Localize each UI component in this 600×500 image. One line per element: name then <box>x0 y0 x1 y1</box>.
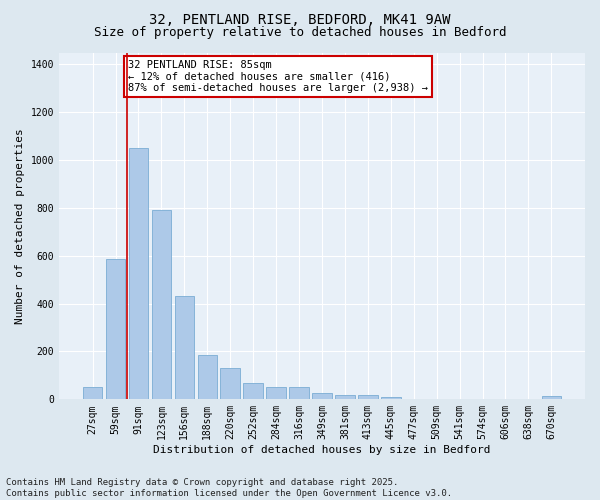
Bar <box>266 388 286 400</box>
X-axis label: Distribution of detached houses by size in Bedford: Distribution of detached houses by size … <box>153 445 491 455</box>
Text: 32, PENTLAND RISE, BEDFORD, MK41 9AW: 32, PENTLAND RISE, BEDFORD, MK41 9AW <box>149 12 451 26</box>
Bar <box>83 388 103 400</box>
Bar <box>197 355 217 400</box>
Text: 32 PENTLAND RISE: 85sqm
← 12% of detached houses are smaller (416)
87% of semi-d: 32 PENTLAND RISE: 85sqm ← 12% of detache… <box>128 60 428 93</box>
Bar <box>152 210 171 400</box>
Bar <box>542 396 561 400</box>
Text: Contains HM Land Registry data © Crown copyright and database right 2025.
Contai: Contains HM Land Registry data © Crown c… <box>6 478 452 498</box>
Bar <box>244 382 263 400</box>
Bar <box>358 395 377 400</box>
Y-axis label: Number of detached properties: Number of detached properties <box>15 128 25 324</box>
Bar <box>335 394 355 400</box>
Bar <box>381 397 401 400</box>
Bar <box>220 368 240 400</box>
Bar <box>175 296 194 400</box>
Bar <box>129 148 148 400</box>
Bar <box>106 260 125 400</box>
Text: Size of property relative to detached houses in Bedford: Size of property relative to detached ho… <box>94 26 506 39</box>
Bar <box>312 394 332 400</box>
Bar <box>289 388 309 400</box>
